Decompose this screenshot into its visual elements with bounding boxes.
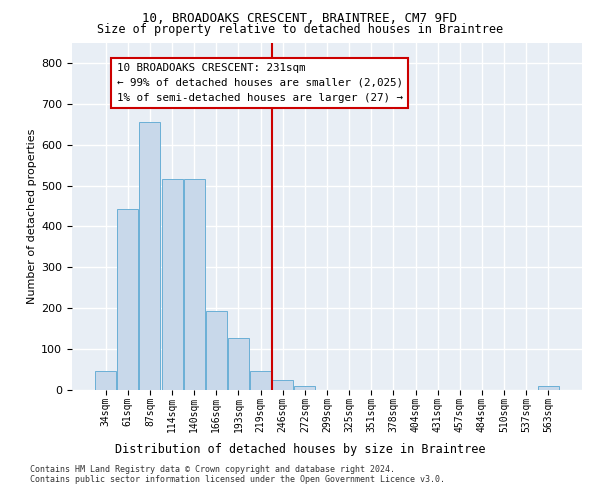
- Text: Contains public sector information licensed under the Open Government Licence v3: Contains public sector information licen…: [30, 476, 445, 484]
- Bar: [206, 311, 227, 390]
- Bar: [161, 180, 182, 390]
- Bar: [139, 122, 160, 390]
- Bar: [250, 371, 271, 390]
- Y-axis label: Number of detached properties: Number of detached properties: [27, 128, 37, 304]
- Bar: [538, 386, 559, 390]
- Text: Size of property relative to detached houses in Braintree: Size of property relative to detached ho…: [97, 22, 503, 36]
- Bar: [295, 386, 316, 390]
- Text: Contains HM Land Registry data © Crown copyright and database right 2024.: Contains HM Land Registry data © Crown c…: [30, 466, 395, 474]
- Bar: [228, 338, 249, 390]
- Bar: [272, 380, 293, 390]
- Text: 10 BROADOAKS CRESCENT: 231sqm
← 99% of detached houses are smaller (2,025)
1% of: 10 BROADOAKS CRESCENT: 231sqm ← 99% of d…: [117, 63, 403, 102]
- Bar: [118, 209, 139, 390]
- Bar: [95, 371, 116, 390]
- Bar: [184, 180, 205, 390]
- Text: 10, BROADOAKS CRESCENT, BRAINTREE, CM7 9FD: 10, BROADOAKS CRESCENT, BRAINTREE, CM7 9…: [143, 12, 458, 26]
- Text: Distribution of detached houses by size in Braintree: Distribution of detached houses by size …: [115, 442, 485, 456]
